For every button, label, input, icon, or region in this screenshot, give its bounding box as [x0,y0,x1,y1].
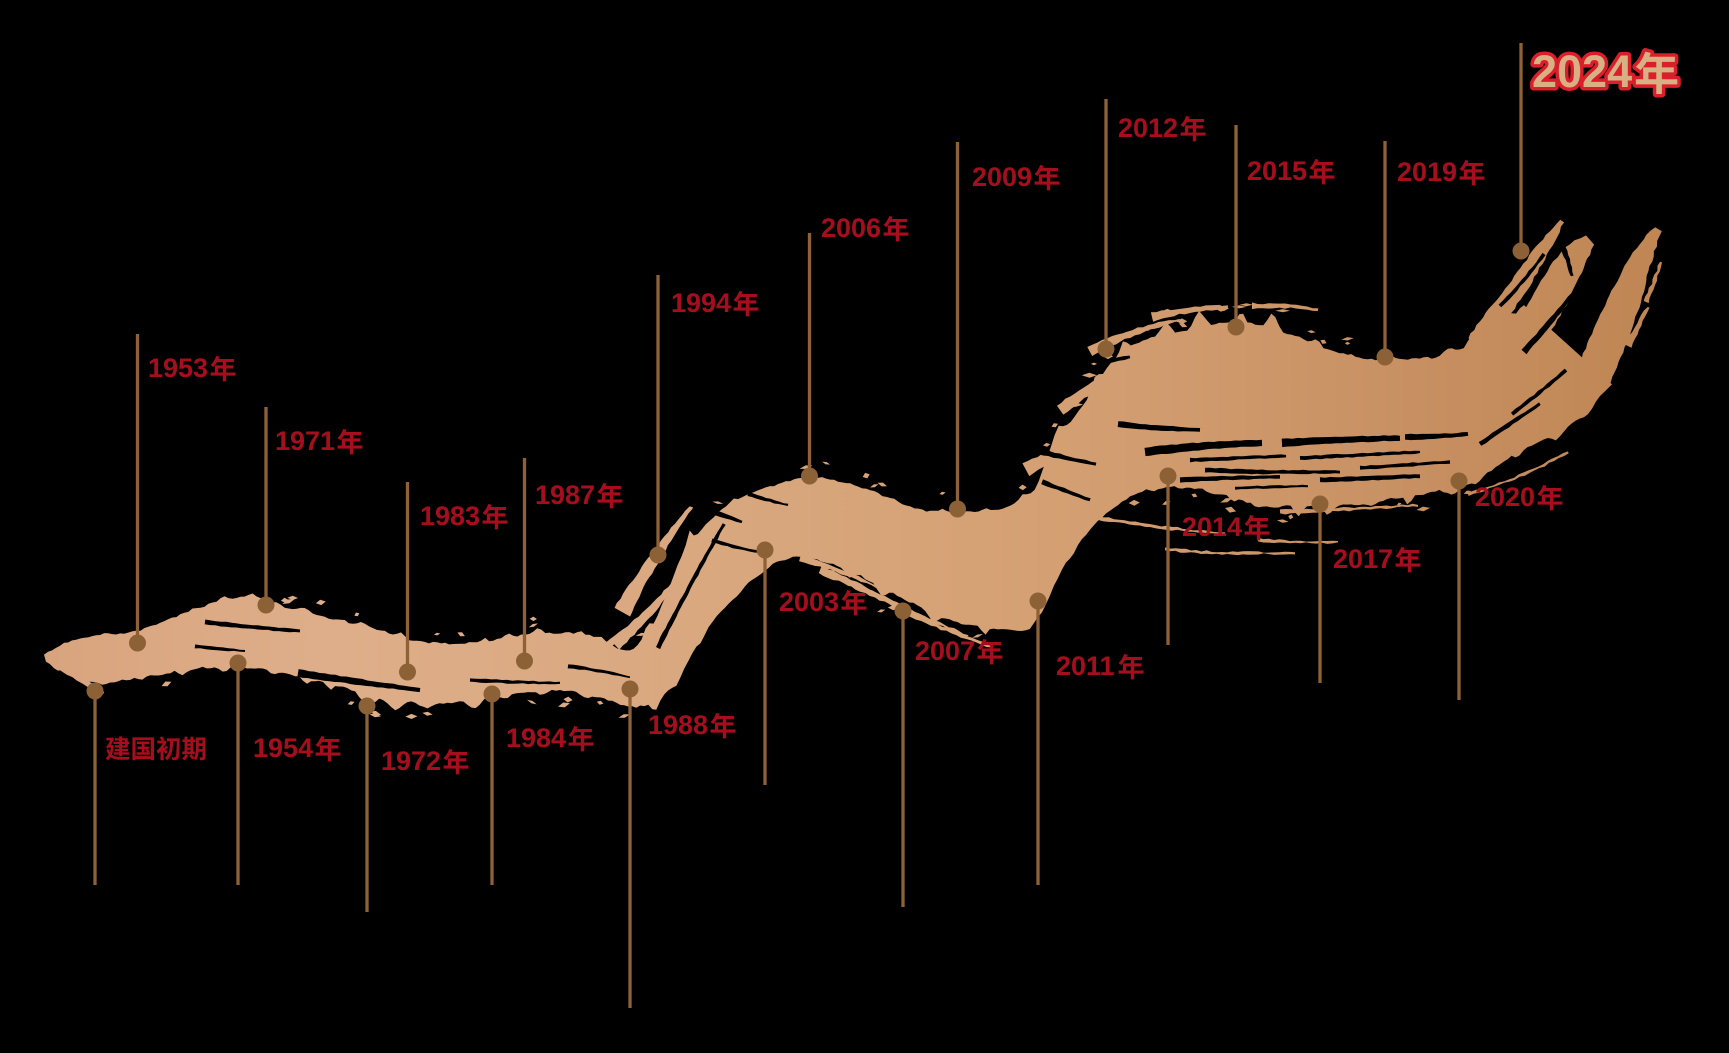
svg-text:2015: 2015 [1247,156,1307,186]
svg-text:1984: 1984 [506,723,566,753]
svg-text:2003: 2003 [779,587,839,617]
svg-text:2017: 2017 [1333,544,1393,574]
svg-text:2012: 2012 [1118,113,1178,143]
svg-text:2019: 2019 [1397,157,1457,187]
svg-text:1954: 1954 [253,733,313,763]
svg-text:2014: 2014 [1182,512,1242,542]
svg-text:2011: 2011 [1056,651,1115,681]
svg-text:1972: 1972 [381,746,441,776]
svg-text:2024: 2024 [1532,46,1632,97]
svg-text:2009: 2009 [972,162,1032,192]
svg-text:2006: 2006 [821,213,881,243]
svg-text:1994: 1994 [671,288,731,318]
svg-text:2020: 2020 [1475,482,1535,512]
svg-text:1988: 1988 [648,710,708,740]
svg-text:1971: 1971 [275,426,335,456]
svg-text:1953: 1953 [148,353,208,383]
svg-text:2007: 2007 [915,636,975,666]
svg-text:1987: 1987 [535,480,595,510]
svg-text:1983: 1983 [420,501,480,531]
